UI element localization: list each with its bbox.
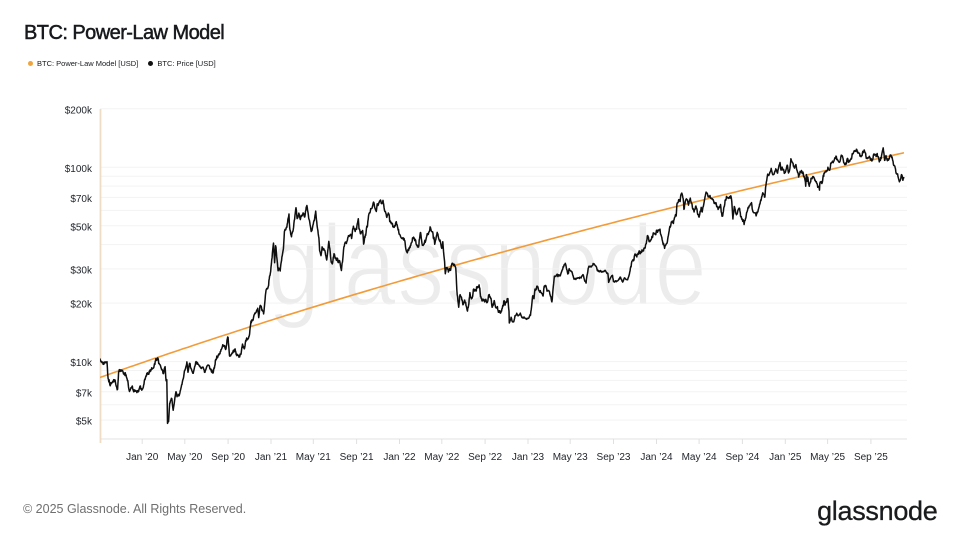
svg-text:Sep ’20: Sep ’20: [211, 452, 245, 463]
svg-text:May ’25: May ’25: [810, 452, 845, 463]
svg-text:May ’22: May ’22: [424, 452, 459, 463]
svg-text:$50k: $50k: [70, 222, 93, 233]
svg-text:Jan ’20: Jan ’20: [126, 452, 159, 463]
svg-text:Jan ’23: Jan ’23: [512, 452, 545, 463]
svg-text:$30k: $30k: [70, 266, 93, 277]
svg-text:$5k: $5k: [76, 417, 93, 428]
svg-text:Sep ’22: Sep ’22: [468, 452, 502, 463]
svg-text:May ’23: May ’23: [553, 452, 588, 463]
svg-text:May ’21: May ’21: [296, 452, 331, 463]
svg-text:$100k: $100k: [65, 164, 93, 175]
svg-text:$20k: $20k: [70, 300, 93, 311]
svg-text:Jan ’21: Jan ’21: [255, 452, 288, 463]
svg-text:$7k: $7k: [76, 388, 93, 399]
svg-text:Jan ’22: Jan ’22: [383, 452, 416, 463]
svg-text:Jan ’24: Jan ’24: [640, 452, 673, 463]
svg-text:Sep ’24: Sep ’24: [725, 452, 759, 463]
svg-text:Sep ’23: Sep ’23: [597, 452, 631, 463]
svg-text:Sep ’21: Sep ’21: [340, 452, 374, 463]
svg-text:$10k: $10k: [70, 358, 93, 369]
svg-text:glassnode: glassnode: [268, 202, 708, 330]
svg-text:May ’24: May ’24: [682, 452, 717, 463]
svg-text:$70k: $70k: [70, 194, 93, 205]
svg-text:May ’20: May ’20: [167, 452, 202, 463]
svg-text:Sep ’25: Sep ’25: [854, 452, 888, 463]
svg-text:$200k: $200k: [65, 105, 93, 116]
svg-text:Jan ’25: Jan ’25: [769, 452, 802, 463]
